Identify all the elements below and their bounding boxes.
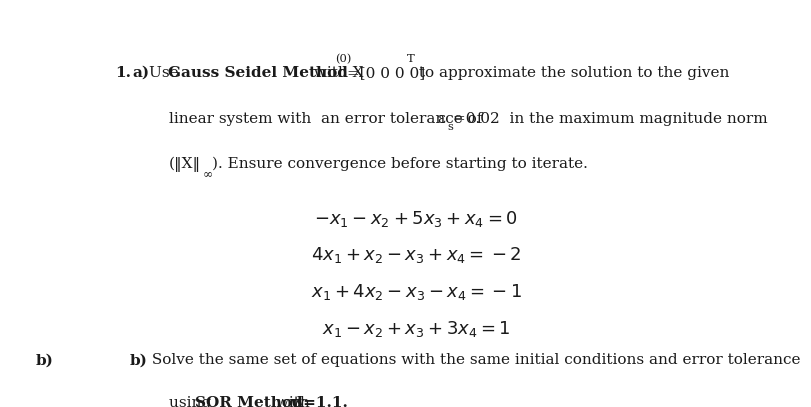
Text: b): b) xyxy=(36,353,54,368)
Text: s: s xyxy=(446,123,453,133)
Text: a): a) xyxy=(132,66,149,80)
Text: ∞: ∞ xyxy=(203,168,212,181)
Text: T: T xyxy=(406,54,414,63)
Text: 1.: 1. xyxy=(115,66,131,80)
Text: Use: Use xyxy=(149,66,183,80)
Text: with: with xyxy=(271,396,315,407)
Text: with X: with X xyxy=(308,66,363,80)
Text: SOR Method: SOR Method xyxy=(195,396,302,407)
Text: =[0 0 0 0]: =[0 0 0 0] xyxy=(346,66,424,80)
Text: $-x_1 - x_2 + 5x_3 + x_4 = 0$: $-x_1 - x_2 + 5x_3 + x_4 = 0$ xyxy=(314,209,517,229)
Text: b): b) xyxy=(129,353,147,368)
Text: using: using xyxy=(169,396,216,407)
Text: to approximate the solution to the given: to approximate the solution to the given xyxy=(413,66,728,80)
Text: =0.02  in the maximum magnitude norm: =0.02 in the maximum magnitude norm xyxy=(452,112,766,125)
Text: $x_1 + 4x_2 - x_3 - x_4 = -1$: $x_1 + 4x_2 - x_3 - x_4 = -1$ xyxy=(311,282,521,302)
Text: linear system with  an error tolerance of: linear system with an error tolerance of xyxy=(169,112,487,125)
Text: ). Ensure convergence before starting to iterate.: ). Ensure convergence before starting to… xyxy=(212,157,587,171)
Text: $4x_1 + x_2 - x_3 + x_4 = -2$: $4x_1 + x_2 - x_3 + x_4 = -2$ xyxy=(311,245,521,265)
Text: (0): (0) xyxy=(335,54,351,64)
Text: w=1.1.: w=1.1. xyxy=(290,396,348,407)
Text: Solve the same set of equations with the same initial conditions and error toler: Solve the same set of equations with the… xyxy=(147,353,800,368)
Text: ε: ε xyxy=(437,112,445,125)
Text: Gauss Seidel Method: Gauss Seidel Method xyxy=(167,66,347,80)
Text: $x_1 - x_2 + x_3 + 3x_4 = 1$: $x_1 - x_2 + x_3 + 3x_4 = 1$ xyxy=(321,319,510,339)
Text: (‖X‖: (‖X‖ xyxy=(169,157,200,172)
